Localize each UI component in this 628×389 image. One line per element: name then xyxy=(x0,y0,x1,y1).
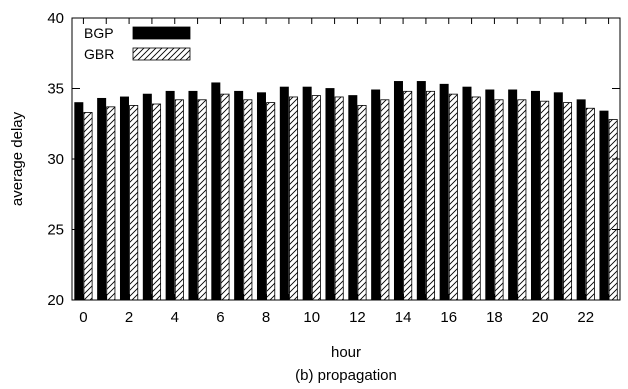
bar-gbr-hour-23 xyxy=(608,119,618,301)
bar-gbr-hour-20 xyxy=(540,100,550,301)
bar-gbr-hour-14 xyxy=(403,90,413,301)
bar-bgp-hour-0 xyxy=(74,102,84,301)
bar-gbr-hour-3 xyxy=(152,103,162,301)
bar-gbr-hour-19 xyxy=(517,99,527,301)
bar-bgp-hour-14 xyxy=(393,81,403,301)
legend: BGP GBR xyxy=(84,25,191,62)
bar-bgp-hour-5 xyxy=(188,90,198,301)
bar-gbr-hour-1 xyxy=(106,106,116,301)
bar-gbr-hour-22 xyxy=(585,107,595,301)
bar-gbr-hour-9 xyxy=(289,96,299,301)
x-tick-label: 14 xyxy=(395,309,412,326)
x-tick-label: 2 xyxy=(125,309,133,326)
y-tick-label: 30 xyxy=(47,151,64,168)
bar-bgp-hour-13 xyxy=(371,89,381,301)
bar-bgp-hour-22 xyxy=(576,99,586,301)
bar-gbr-hour-4 xyxy=(174,99,184,301)
legend-swatch-gbr xyxy=(132,47,191,61)
axes-group xyxy=(71,17,621,301)
bar-bgp-hour-1 xyxy=(97,97,107,301)
bar-bgp-hour-21 xyxy=(553,92,563,301)
bar-gbr-hour-2 xyxy=(129,105,139,301)
bar-gbr-hour-0 xyxy=(83,112,93,301)
labels-group: 20 25 30 35 40 0 2 4 6 8 10 12 14 16 18 20 22 hour (b) pro… xyxy=(9,10,594,384)
bar-bgp-hour-2 xyxy=(119,96,129,301)
bar-gbr-hour-11 xyxy=(334,96,344,301)
y-tick-label: 25 xyxy=(47,222,64,239)
bar-bgp-hour-20 xyxy=(530,90,540,301)
bar-bgp-hour-11 xyxy=(325,88,335,301)
bar-bgp-hour-17 xyxy=(462,86,472,301)
x-tick-label: 12 xyxy=(349,309,366,326)
x-tick-label: 4 xyxy=(171,309,179,326)
x-axis-label: hour xyxy=(331,344,361,361)
bar-gbr-hour-16 xyxy=(448,93,458,301)
x-tick-label: 10 xyxy=(303,309,320,326)
x-tick-label: 22 xyxy=(577,309,594,326)
y-tick-label: 40 xyxy=(47,10,64,27)
bar-gbr-hour-8 xyxy=(266,102,276,301)
legend-label-gbr: GBR xyxy=(84,46,114,62)
bar-bgp-hour-9 xyxy=(279,86,289,301)
bar-gbr-hour-5 xyxy=(197,99,207,301)
legend-label-bgp: BGP xyxy=(84,25,114,41)
bar-bgp-hour-4 xyxy=(165,90,175,301)
bar-gbr-hour-7 xyxy=(243,99,253,301)
bar-gbr-hour-21 xyxy=(563,102,573,301)
y-tick-label: 35 xyxy=(47,81,64,98)
x-tick-label: 18 xyxy=(486,309,503,326)
bar-bgp-hour-3 xyxy=(142,93,152,301)
bar-gbr-hour-17 xyxy=(471,96,481,301)
y-axis-label: average delay xyxy=(9,111,26,206)
x-tick-label: 0 xyxy=(79,309,87,326)
bar-bgp-hour-10 xyxy=(302,86,312,301)
bar-bgp-hour-19 xyxy=(508,89,518,301)
x-tick-label: 8 xyxy=(262,309,270,326)
bar-bgp-hour-6 xyxy=(211,82,221,301)
bar-gbr-hour-6 xyxy=(220,93,230,301)
y-tick-label: 20 xyxy=(47,292,64,309)
bar-bgp-hour-18 xyxy=(485,89,495,301)
bars-group xyxy=(74,81,618,301)
bar-gbr-hour-10 xyxy=(311,95,321,301)
bar-bgp-hour-16 xyxy=(439,83,449,301)
bar-gbr-hour-15 xyxy=(426,90,436,301)
bar-gbr-hour-18 xyxy=(494,99,504,301)
bar-bgp-hour-12 xyxy=(348,95,358,301)
bar-bgp-hour-23 xyxy=(599,110,609,301)
x-tick-label: 6 xyxy=(216,309,224,326)
bar-gbr-hour-13 xyxy=(380,99,390,301)
bar-gbr-hour-12 xyxy=(357,105,367,301)
x-tick-label: 20 xyxy=(532,309,549,326)
legend-swatch-bgp xyxy=(132,26,191,40)
bar-bgp-hour-8 xyxy=(256,92,266,301)
x-tick-label: 16 xyxy=(440,309,457,326)
figure-caption: (b) propagation xyxy=(295,367,397,384)
bar-bgp-hour-15 xyxy=(416,81,426,301)
bar-bgp-hour-7 xyxy=(234,90,244,301)
